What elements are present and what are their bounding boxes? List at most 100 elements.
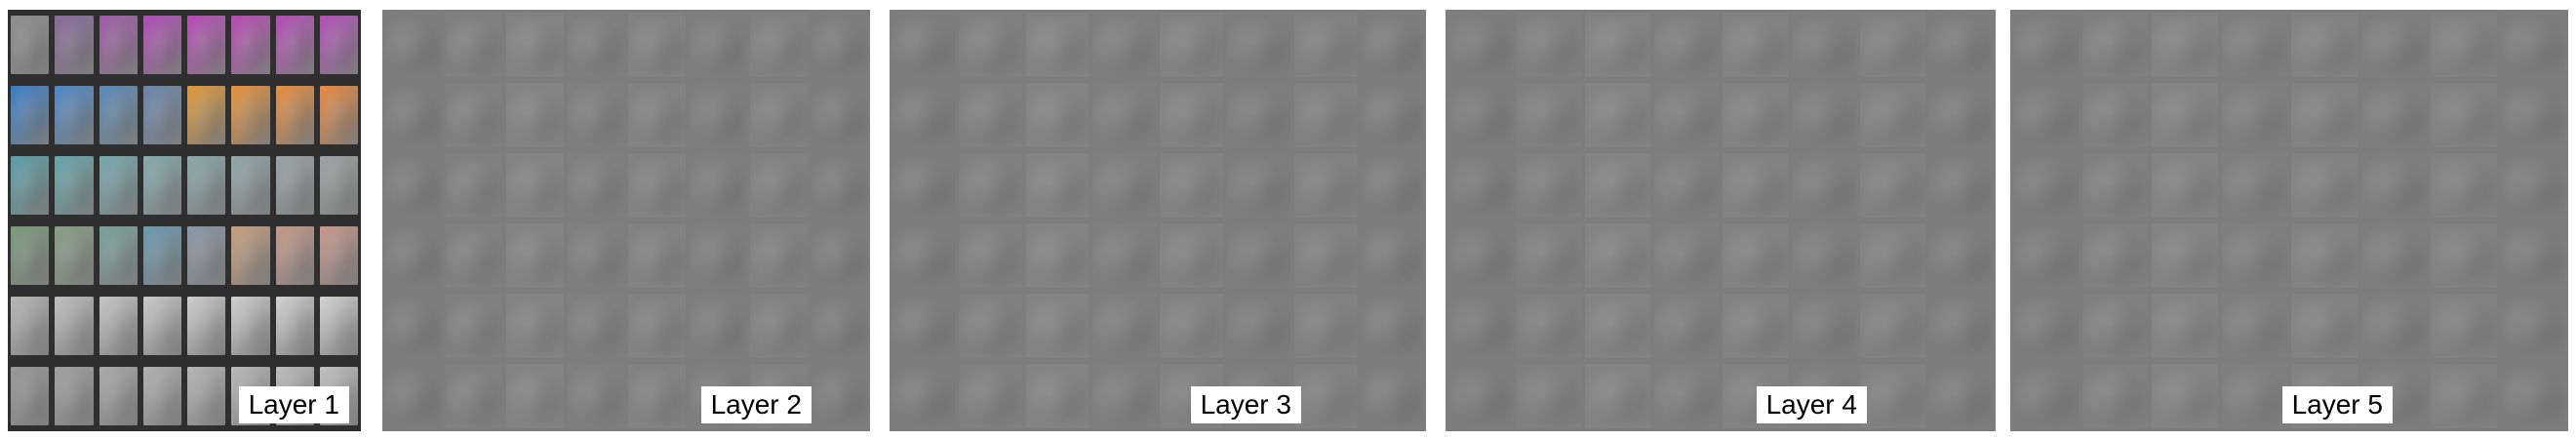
feature-tile (11, 16, 50, 74)
feature-tile (2500, 364, 2566, 428)
feature-tile (1860, 153, 1925, 218)
feature-tile (1516, 294, 1581, 358)
feature-tile (628, 13, 686, 77)
feature-tile (11, 156, 50, 215)
feature-tile (187, 226, 226, 285)
feature-tile (1723, 153, 1788, 218)
feature-tile (1160, 83, 1223, 147)
feature-tile (811, 153, 868, 218)
feature-tile (1860, 83, 1925, 147)
feature-tile (1516, 153, 1581, 218)
feature-tile (2012, 294, 2079, 358)
feature-tile (55, 367, 94, 425)
feature-tile (2221, 294, 2287, 358)
feature-tile (187, 297, 226, 355)
feature-tile (2012, 83, 2079, 147)
feature-tile (55, 226, 94, 285)
feature-tile (1361, 13, 1424, 77)
feature-tile (2012, 223, 2079, 288)
feature-tile (1585, 364, 1650, 428)
feature-tile (2081, 223, 2148, 288)
feature-tile (99, 226, 139, 285)
feature-tile (2500, 294, 2566, 358)
feature-tile (275, 226, 315, 285)
layer-3-panel: Layer 3 (890, 10, 1426, 431)
feature-tile (567, 13, 624, 77)
feature-tile (628, 83, 686, 147)
feature-tile (1928, 364, 1994, 428)
feature-tile (2152, 153, 2218, 218)
feature-tile (892, 294, 955, 358)
feature-tile (2360, 83, 2427, 147)
feature-tile (1860, 223, 1925, 288)
feature-tile (319, 156, 359, 215)
feature-tile (1585, 223, 1650, 288)
feature-tile (1361, 153, 1424, 218)
feature-tile (275, 86, 315, 144)
layer-1-label: Layer 1 (238, 386, 349, 423)
feature-tile (958, 153, 1022, 218)
feature-tile (1293, 223, 1358, 288)
feature-tile (1160, 13, 1223, 77)
feature-tile (2221, 13, 2287, 77)
feature-tile (1361, 364, 1424, 428)
feature-tile (2291, 83, 2358, 147)
feature-tile (1860, 294, 1925, 358)
feature-tile (1361, 294, 1424, 358)
feature-tile (567, 153, 624, 218)
layer-4-panel: Layer 4 (1446, 10, 1996, 431)
feature-tile (445, 153, 502, 218)
feature-tile (2431, 294, 2497, 358)
feature-tile (1226, 223, 1290, 288)
feature-tile (231, 226, 270, 285)
feature-tile (567, 83, 624, 147)
feature-tile (628, 223, 686, 288)
feature-tile (1293, 364, 1358, 428)
feature-tile (567, 364, 624, 428)
feature-tile (1723, 294, 1788, 358)
layer-1-panel: Layer 1 (8, 10, 361, 431)
feature-tile (2152, 223, 2218, 288)
feature-tile (2500, 83, 2566, 147)
feature-tile (1092, 83, 1156, 147)
feature-tile (1160, 153, 1223, 218)
feature-tile (142, 86, 182, 144)
feature-tile (11, 367, 50, 425)
feature-tile (1025, 83, 1090, 147)
feature-tile (1226, 294, 1290, 358)
feature-tile (506, 13, 564, 77)
feature-tile (1092, 364, 1156, 428)
feature-tile (1585, 153, 1650, 218)
feature-tile (1653, 294, 1719, 358)
feature-tile (99, 297, 139, 355)
feature-tile (1447, 13, 1513, 77)
feature-tile (1860, 13, 1925, 77)
feature-tile (958, 13, 1022, 77)
feature-tile (750, 13, 808, 77)
feature-tile (689, 83, 746, 147)
feature-tile (1447, 153, 1513, 218)
feature-tile (1928, 294, 1994, 358)
layer-5-grid (2010, 10, 2568, 431)
feature-tile (567, 223, 624, 288)
feature-tile (1447, 223, 1513, 288)
feature-tile (384, 153, 442, 218)
feature-tile (1928, 83, 1994, 147)
layer-2-grid (382, 10, 870, 431)
feature-tile (142, 367, 182, 425)
feature-tile (2431, 364, 2497, 428)
feature-tile (892, 153, 955, 218)
feature-tile (2291, 223, 2358, 288)
feature-tile (1791, 223, 1856, 288)
feature-tile (445, 223, 502, 288)
layer-4-label: Layer 4 (1756, 386, 1867, 423)
feature-tile (2500, 13, 2566, 77)
feature-tile (99, 86, 139, 144)
feature-tile (1516, 83, 1581, 147)
feature-tile (2360, 294, 2427, 358)
feature-tile (1723, 83, 1788, 147)
feature-tile (384, 364, 442, 428)
feature-tile (99, 367, 139, 425)
feature-tile (2500, 153, 2566, 218)
feature-tile (55, 86, 94, 144)
